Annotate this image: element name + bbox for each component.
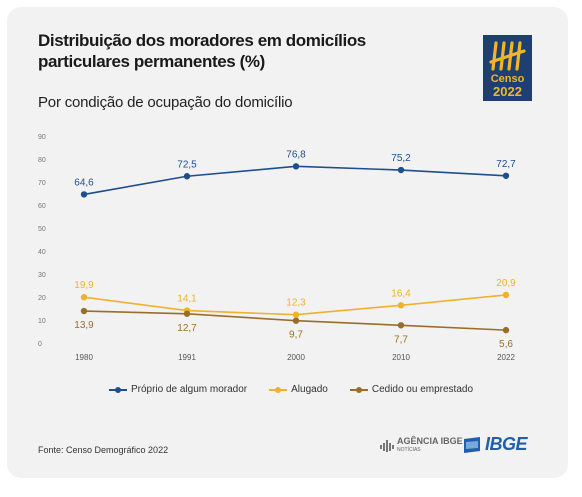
data-label: 12,7 — [177, 323, 197, 334]
x-tick-label: 1980 — [75, 353, 93, 362]
y-tick-label: 70 — [38, 180, 46, 187]
source-note: Fonte: Censo Demográfico 2022 — [38, 445, 169, 455]
agencia-ibge-logo: AGÊNCIA IBGE NOTÍCIAS — [380, 437, 463, 455]
data-label: 16,4 — [391, 288, 411, 299]
data-point — [292, 311, 300, 318]
data-point — [397, 302, 405, 309]
agencia-ibge-mark-icon — [380, 440, 394, 452]
censo-logo-year: 2022 — [493, 84, 522, 99]
data-point — [502, 326, 510, 334]
data-label: 72,7 — [496, 159, 516, 170]
tally-marks-icon — [489, 41, 526, 71]
data-label: 14,1 — [177, 294, 197, 305]
censo-2022-logo: Censo 2022 — [483, 35, 532, 101]
data-point — [292, 317, 300, 324]
chart-card — [7, 7, 568, 478]
data-label: 7,7 — [394, 334, 408, 345]
data-point — [397, 322, 405, 329]
data-label: 20,9 — [496, 278, 516, 289]
y-tick-label: 40 — [38, 249, 46, 256]
censo-logo-word: Censo — [490, 73, 525, 85]
data-point — [502, 172, 510, 179]
x-tick-label: 1991 — [178, 353, 196, 362]
series-line — [83, 165, 507, 196]
data-label: 9,7 — [289, 330, 303, 341]
legend-swatch — [269, 386, 288, 393]
x-tick-label: 2010 — [392, 353, 410, 362]
y-tick-label: 30 — [38, 272, 46, 279]
data-label: 12,3 — [286, 298, 306, 309]
data-label: 76,8 — [286, 149, 306, 160]
chart-title: Distribuição dos moradores em domicílios… — [38, 31, 366, 71]
legend-item: Próprio de algum morador — [108, 384, 248, 395]
legend-item: Cedido ou emprestado — [349, 384, 474, 395]
data-point — [292, 163, 300, 170]
y-tick-label: 90 — [38, 134, 46, 141]
data-point — [183, 310, 191, 317]
legend-label: Próprio de algum morador — [130, 384, 248, 395]
legend-label: Alugado — [291, 384, 328, 395]
data-point — [80, 191, 88, 198]
data-point — [183, 173, 191, 180]
chart-legend: Próprio de algum morador Alugado Cedido ou… — [0, 384, 582, 395]
line-chart: 0 10 20 30 40 50 60 70 80 90 1980 1991 2000 2010 2022 6… — [38, 134, 516, 362]
data-point — [80, 294, 88, 301]
chart-subtitle: Por condição de ocupação do domicílio — [38, 94, 293, 111]
legend-item: Alugado — [269, 384, 328, 395]
ibge-logo: IBGE — [462, 434, 528, 455]
ibge-mark-icon — [464, 436, 480, 453]
data-point — [502, 291, 510, 299]
data-label: 13,9 — [74, 320, 94, 331]
y-tick-label: 60 — [38, 203, 46, 210]
data-point — [80, 307, 88, 315]
ibge-wordmark: IBGE — [485, 434, 528, 454]
y-tick-label: 10 — [38, 318, 46, 325]
agencia-name: AGÊNCIA IBGE — [397, 436, 463, 446]
data-point — [397, 166, 405, 174]
data-label: 19,9 — [74, 280, 94, 291]
x-tick-label: 2022 — [497, 353, 515, 362]
y-tick-label: 50 — [38, 226, 46, 233]
legend-swatch — [349, 386, 368, 393]
data-label: 75,2 — [391, 153, 411, 164]
data-label: 5,6 — [499, 339, 513, 350]
x-tick-label: 2000 — [287, 353, 305, 362]
legend-label: Cedido ou emprestado — [371, 384, 474, 395]
y-tick-label: 80 — [38, 157, 46, 164]
agencia-sub: NOTÍCIAS — [397, 447, 421, 453]
data-label: 72,5 — [177, 159, 197, 170]
y-tick-label: 0 — [38, 341, 42, 348]
legend-swatch — [108, 386, 127, 393]
data-label: 64,6 — [74, 177, 94, 188]
y-tick-label: 20 — [38, 295, 46, 302]
